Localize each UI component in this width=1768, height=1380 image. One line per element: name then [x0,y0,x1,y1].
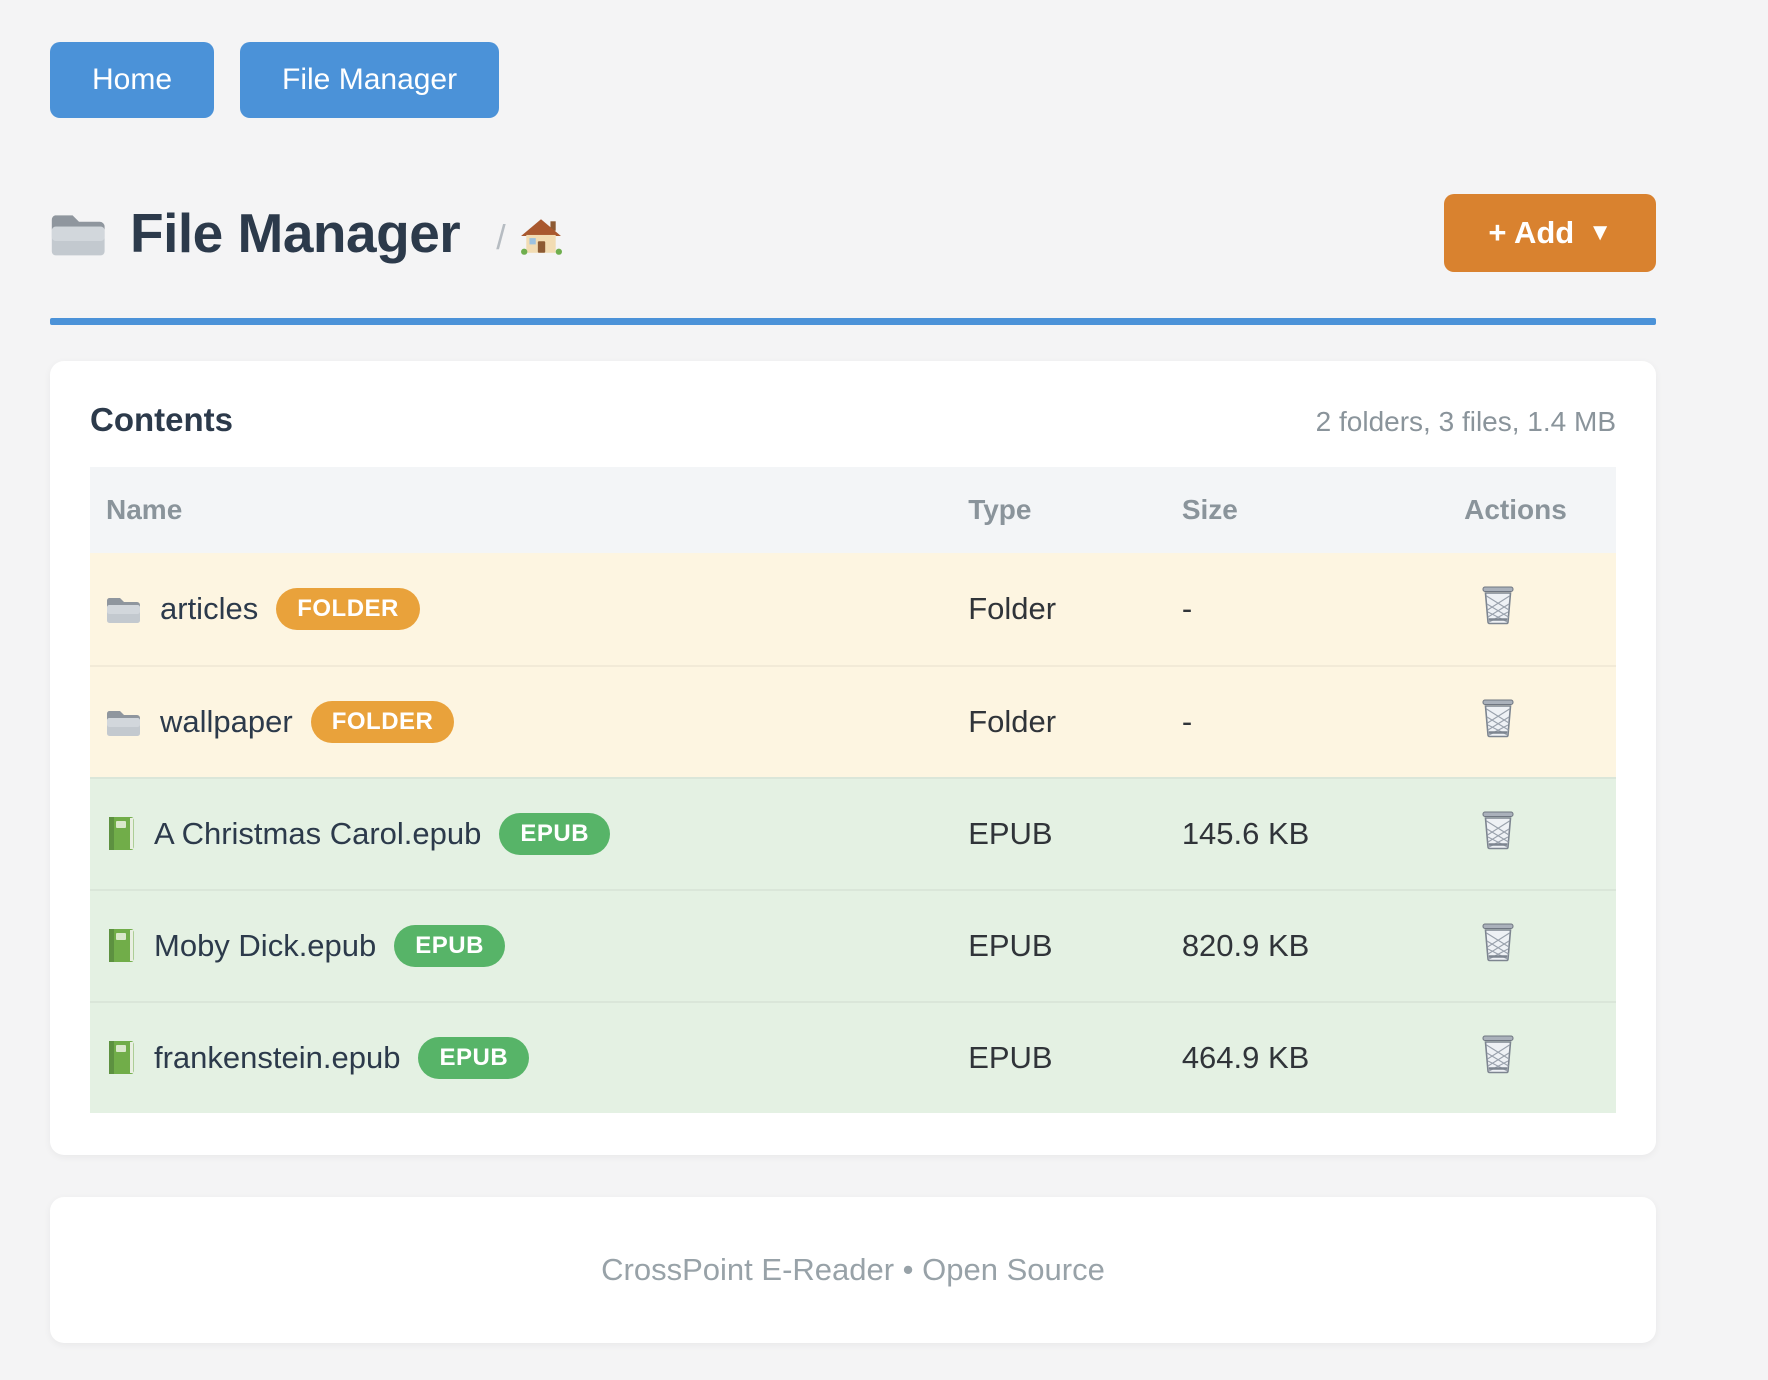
folder-icon [50,209,108,257]
type-cell: EPUB [968,928,1053,963]
epub-badge: EPUB [418,1037,530,1079]
name-cell: wallpaper FOLDER [90,701,952,743]
actions-cell [1448,1034,1616,1082]
epub-badge: EPUB [499,813,611,855]
type-cell: EPUB [968,816,1053,851]
wastebasket-icon [1480,922,1516,965]
table-row[interactable]: frankenstein.epub EPUB EPUB 464.9 KB [90,1001,1616,1113]
contents-summary: 2 folders, 3 files, 1.4 MB [1315,406,1616,437]
contents-heading: Contents [90,401,233,438]
table-row[interactable]: articles FOLDER Folder - [90,553,1616,665]
table-row[interactable]: A Christmas Carol.epub EPUB EPUB 145.6 K… [90,777,1616,889]
wastebasket-icon [1480,1034,1516,1077]
type-cell: EPUB [968,1040,1053,1075]
column-header-name: Name [106,494,183,525]
breadcrumb-home-link[interactable] [520,217,562,260]
contents-card-header: Contents 2 folders, 3 files, 1.4 MB [90,401,1616,439]
actions-cell [1448,585,1616,633]
file-name: Moby Dick.epub [154,928,377,963]
file-name: A Christmas Carol.epub [154,816,482,851]
green-book-icon [106,1040,136,1076]
size-cell: - [1181,591,1193,626]
column-header-actions: Actions [1464,494,1567,525]
size-cell: 464.9 KB [1181,1040,1310,1075]
title-group: File Manager / [50,201,562,265]
page-title: File Manager [130,202,461,264]
page-content: Home File Manager File Manager / + Add ▼ [50,0,1656,1343]
type-cell: Folder [968,591,1057,626]
breadcrumb: / [496,217,561,260]
add-button[interactable]: + Add ▼ [1444,194,1656,272]
folder-icon [106,594,142,624]
name-cell: Moby Dick.epub EPUB [90,925,952,967]
green-book-icon [106,816,136,852]
footer-text: CrossPoint E-Reader • Open Source [601,1252,1105,1287]
wastebasket-icon [1480,585,1516,628]
column-header-size: Size [1181,494,1238,525]
file-name: wallpaper [160,704,293,739]
delete-button[interactable] [1480,585,1516,628]
table-header-row: Name Type Size Actions [90,467,1616,553]
name-cell: articles FOLDER [90,588,952,630]
size-cell: 820.9 KB [1181,928,1310,963]
table-row[interactable]: Moby Dick.epub EPUB EPUB 820.9 KB [90,889,1616,1001]
page-header: File Manager / + Add ▼ [50,194,1656,272]
delete-button[interactable] [1480,810,1516,853]
folder-badge: FOLDER [310,701,455,743]
epub-badge: EPUB [394,925,505,967]
chevron-down-icon: ▼ [1588,219,1612,246]
name-cell: frankenstein.epub EPUB [90,1037,952,1079]
actions-cell [1448,698,1616,746]
wastebasket-icon [1480,698,1516,741]
delete-button[interactable] [1480,698,1516,741]
table-row[interactable]: wallpaper FOLDER Folder - [90,665,1616,777]
actions-cell [1448,922,1616,970]
name-cell: A Christmas Carol.epub EPUB [90,813,952,855]
file-table: Name Type Size Actions articles FOLDER F… [90,467,1616,1113]
file-name: frankenstein.epub [154,1040,401,1075]
top-nav: Home File Manager [50,0,1656,118]
size-cell: - [1181,704,1193,739]
footer-card: CrossPoint E-Reader • Open Source [50,1197,1656,1343]
type-cell: Folder [968,704,1057,739]
nav-home-button[interactable]: Home [50,42,215,118]
folder-icon [106,707,142,737]
wastebasket-icon [1480,810,1516,853]
column-header-type: Type [968,494,1032,525]
breadcrumb-separator: / [496,218,506,257]
home-icon [520,217,562,260]
delete-button[interactable] [1480,922,1516,965]
nav-file-manager-button[interactable]: File Manager [240,42,500,118]
green-book-icon [106,928,136,964]
actions-cell [1448,810,1616,858]
file-name: articles [160,591,259,626]
folder-badge: FOLDER [276,588,420,630]
contents-card: Contents 2 folders, 3 files, 1.4 MB Name… [50,361,1656,1155]
size-cell: 145.6 KB [1181,816,1310,851]
header-divider [50,318,1656,325]
add-button-label: + Add [1488,215,1575,250]
delete-button[interactable] [1480,1034,1516,1077]
